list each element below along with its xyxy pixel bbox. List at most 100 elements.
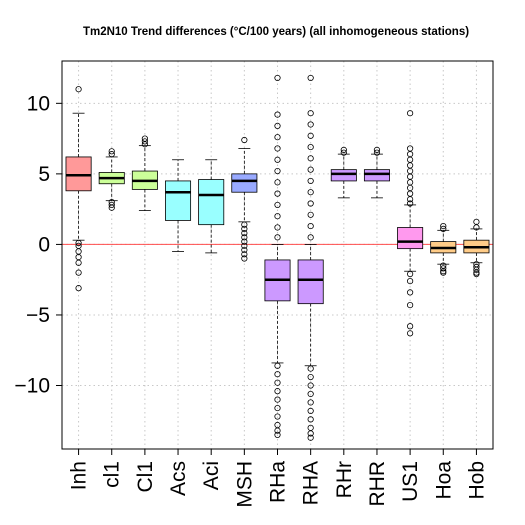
chart-title: Tm2N10 Trend differences (°C/100 years) … [83,26,469,38]
box-Cl1 [131,135,158,211]
outlier-point [241,255,248,262]
outlier-point [274,379,281,386]
outlier-point [407,156,414,163]
y-tick-label: 0 [38,233,50,256]
outlier-point [307,177,314,185]
outlier-point [440,265,447,272]
x-tick-label: Hob [465,461,488,500]
outlier-point [373,146,381,153]
y-tick-label: 10 [27,92,50,115]
outlier-point [307,143,314,151]
box-iqr [231,173,258,193]
outlier-point [141,138,148,145]
outlier-point [407,278,414,285]
box-MSH [231,136,258,262]
outlier-point [75,86,82,93]
outlier-point [274,224,281,231]
outlier-point [407,200,414,207]
outlier-point [307,365,314,372]
outlier-point [274,111,281,118]
outlier-point [473,266,480,273]
outlier-point [307,166,314,173]
outlier-point [274,427,281,434]
outlier-point [307,200,314,207]
outlier-point [75,269,82,276]
x-tick-label: RHA [300,461,323,505]
box-iqr [330,169,357,182]
y-tick-label: 5 [38,163,50,186]
x-tick-label: MSH [233,461,256,508]
outlier-point [108,148,115,155]
outlier-point [407,196,414,203]
x-tick-label: Inh [68,461,91,490]
outlier-point [407,270,414,278]
outlier-point [274,134,281,141]
outlier-point [274,371,281,378]
outlier-point [307,407,314,415]
outlier-point [274,362,281,369]
outlier-point [307,189,314,196]
plot-frame [61,60,494,450]
outlier-point [307,382,314,389]
outlier-point [241,221,248,228]
outlier-point [407,301,414,309]
x-tick-label: RHr [333,461,356,498]
x-tick-label: Aci [200,461,223,490]
outlier-point [241,225,248,232]
box-Aci [198,159,225,254]
outlier-point [340,149,347,156]
outlier-point [108,151,115,158]
box-RHa [264,74,291,438]
outlier-point [307,390,314,398]
x-tick-label: US1 [399,461,422,502]
x-axis: Inh cl1 Cl1 Acs Aci MSH RHa RHA RHr RHR US1 Hoa Hob [68,449,488,508]
box-cl1 [98,148,125,211]
outlier-point [307,121,314,128]
outlier-point [75,259,82,266]
outlier-point [108,204,115,211]
outlier-point [307,155,314,162]
outlier-point [141,135,148,142]
outlier-point [307,416,314,423]
box-RHA [297,74,324,441]
outlier-point [108,201,115,209]
outlier-point [75,285,82,292]
outlier-point [274,413,281,420]
outlier-point [241,242,248,249]
outlier-point [440,222,447,230]
outlier-point [307,373,314,381]
box-Acs [165,159,192,252]
outlier-point [274,179,281,186]
boxes [65,74,490,441]
outlier-point [274,396,281,403]
outlier-point [307,74,314,82]
outlier-point [241,136,248,144]
outlier-point [307,399,314,406]
outlier-point [407,289,414,296]
outlier-point [307,211,314,218]
outlier-point [407,323,414,330]
x-tick-label: Cl1 [134,461,157,493]
outlier-point [407,179,414,186]
outlier-point [340,146,347,153]
outlier-point [274,404,281,412]
outlier-point [440,225,447,232]
box-Inh [65,86,92,292]
outlier-point [274,74,281,82]
box-iqr [397,227,424,250]
outlier-point [274,156,281,163]
outlier-point [241,251,248,258]
box-iqr [297,259,324,305]
box-RHr [330,146,357,199]
outlier-point [307,430,314,437]
box-iqr [198,179,225,226]
outlier-point [407,110,414,117]
outlier-point [373,149,381,156]
x-tick-label: Hoa [432,461,455,500]
grid-lines [62,61,493,449]
outlier-point [241,238,248,245]
box-Hoa [430,222,457,276]
outlier-point [274,431,281,438]
y-axis: −10 −5 0 5 10 [14,92,62,398]
outlier-point [407,330,414,337]
